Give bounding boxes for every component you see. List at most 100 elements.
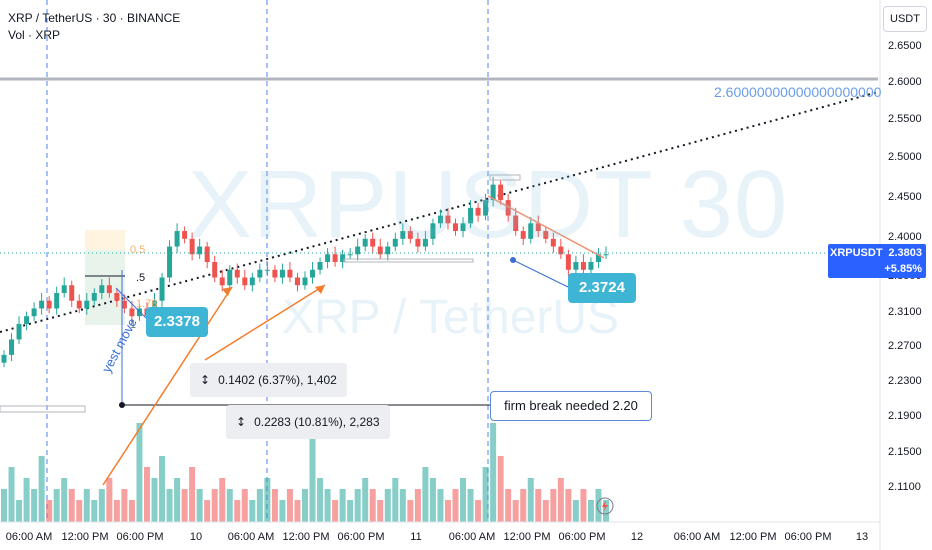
volume-bar xyxy=(580,489,587,522)
candle-body xyxy=(136,308,142,317)
volume-bar xyxy=(557,478,564,522)
volume-bar xyxy=(241,489,248,522)
symbol-title[interactable]: XRP / TetherUS · 30 · BINANCE xyxy=(8,11,181,25)
candle-body xyxy=(460,223,466,232)
candle-body xyxy=(182,231,188,239)
price-tick-label: 2.6500 xyxy=(888,40,922,52)
volume-bar xyxy=(143,467,150,522)
watermark-pair: XRP / TetherUS xyxy=(282,291,620,344)
candle-body xyxy=(121,300,127,309)
volume-bar xyxy=(279,500,286,522)
volume-bar xyxy=(460,478,467,522)
volume-bar xyxy=(362,478,369,522)
fib-label-3: 1.78 xyxy=(136,298,158,310)
anchor-dot xyxy=(119,402,125,408)
time-tick-label: 12:00 PM xyxy=(503,531,550,543)
watermark-ticker: XRPUSDT 30 xyxy=(188,151,789,258)
candle-body xyxy=(347,254,353,256)
time-tick-label: 12:00 PM xyxy=(729,531,776,543)
candle-body xyxy=(31,308,37,317)
volume-bar xyxy=(595,489,602,522)
candle-body xyxy=(385,246,391,255)
volume-bar xyxy=(550,489,557,522)
symbol-header[interactable]: XRP / TetherUS · 30 · BINANCE Vol · XRP xyxy=(8,10,180,44)
candle-body xyxy=(46,300,52,309)
volume-bar xyxy=(429,478,436,522)
candle-body xyxy=(234,269,240,278)
time-tick-label: 06:00 AM xyxy=(6,531,52,543)
volume-bar xyxy=(467,489,474,522)
volume-bar xyxy=(46,500,53,522)
volume-bar xyxy=(181,489,188,522)
candle-body xyxy=(453,223,458,232)
candle-body xyxy=(580,262,586,270)
volume-bar xyxy=(189,467,196,522)
volume-bar xyxy=(294,500,301,522)
time-tick-label: 13 xyxy=(856,531,868,543)
candle-body xyxy=(84,300,90,309)
candle-body xyxy=(287,269,293,278)
candle-body xyxy=(415,238,421,247)
volume-bar xyxy=(271,489,278,522)
volume-bar xyxy=(535,489,542,522)
measure-callout-1[interactable]: ↕ 0.1402 (6.37%), 1,402 xyxy=(190,363,347,397)
price-tick-label: 2.2300 xyxy=(888,375,922,387)
volume-bar xyxy=(392,478,399,522)
volume-bar xyxy=(542,500,549,522)
time-tick-label: 06:00 AM xyxy=(449,531,495,543)
price-tick-label: 2.4000 xyxy=(888,231,922,243)
candle-body xyxy=(468,207,474,224)
volume-bar xyxy=(106,478,113,522)
candle-body xyxy=(558,246,564,255)
candle-body xyxy=(16,323,22,340)
candle-body xyxy=(9,339,15,355)
volume-bar xyxy=(587,500,594,522)
candle-body xyxy=(355,246,361,255)
volume-bar xyxy=(226,489,233,522)
lightning-bolt-icon xyxy=(602,500,608,512)
volume-bar xyxy=(61,478,68,522)
candle-body xyxy=(24,316,30,324)
volume-bar xyxy=(166,489,173,522)
price-unit-button[interactable]: USDT xyxy=(883,6,927,32)
volume-bar xyxy=(174,478,181,522)
volume-bar xyxy=(527,478,534,522)
measure-1-text: 0.1402 (6.37%), 1,402 xyxy=(218,373,337,387)
volume-bar xyxy=(8,467,15,522)
candle-body xyxy=(39,300,45,309)
candle-body xyxy=(483,200,489,216)
note-box[interactable]: firm break needed 2.20 xyxy=(490,391,652,421)
volume-bar xyxy=(520,489,527,522)
arrow-line xyxy=(102,286,233,486)
volume-bar xyxy=(512,500,519,522)
candle-body xyxy=(340,254,346,263)
candle-body xyxy=(407,231,413,239)
candle-body xyxy=(219,277,225,286)
right-tag-pointer xyxy=(512,259,569,288)
volume-legend[interactable]: Vol · XRP xyxy=(8,28,61,42)
range-box xyxy=(343,258,474,263)
fib-zone-top xyxy=(85,230,125,250)
candle-body xyxy=(204,246,210,263)
right-price-tag[interactable]: 2.3724 xyxy=(568,273,636,303)
candle-body xyxy=(505,200,511,216)
price-tick-label: 2.2700 xyxy=(888,340,922,352)
candle-body xyxy=(310,269,316,278)
time-tick-label: 12:00 PM xyxy=(61,531,108,543)
time-tick-label: 06:00 PM xyxy=(116,531,163,543)
trend-line xyxy=(0,91,879,333)
candle-body xyxy=(91,292,97,301)
volume-bar xyxy=(603,500,609,522)
volume-bar xyxy=(151,478,158,522)
left-tag-pointer xyxy=(115,287,147,319)
candle-body xyxy=(257,269,263,278)
resistance-box xyxy=(489,174,521,181)
candle-body xyxy=(325,254,331,263)
volume-bar xyxy=(121,489,128,522)
measure-callout-2[interactable]: ↕ 0.2283 (10.81%), 2,283 xyxy=(226,405,390,439)
volume-bar xyxy=(1,489,7,522)
fib-label-2: .5 xyxy=(136,272,146,284)
left-price-tag[interactable]: 2.3378 xyxy=(146,307,208,337)
